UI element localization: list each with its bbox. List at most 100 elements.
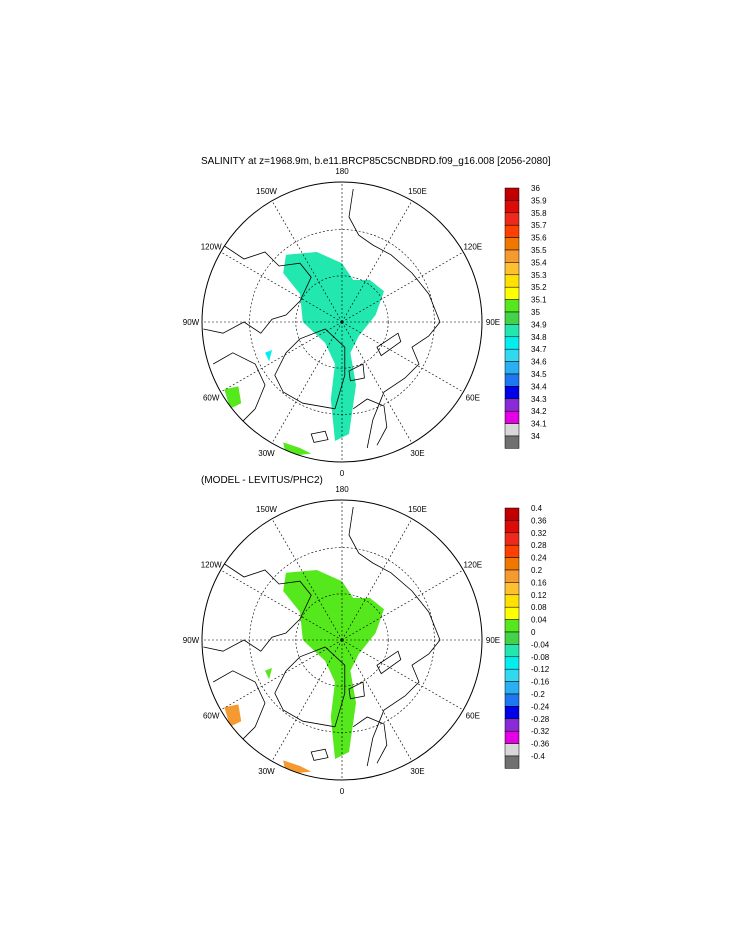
meridian-line bbox=[220, 251, 343, 323]
colorbar-label: 0.24 bbox=[531, 554, 547, 563]
colorbar-swatch bbox=[504, 187, 520, 201]
colorbar-swatch bbox=[504, 237, 520, 251]
meridian-line bbox=[271, 200, 343, 323]
colorbar-label: 0.2 bbox=[531, 566, 543, 575]
meridian-line bbox=[341, 569, 464, 641]
lon-label: 30E bbox=[410, 767, 424, 776]
polar-map-panel-1: 180 150E 120E 90E 60E 30E 0 30W 60W 90W 120W 150W 36… bbox=[183, 167, 547, 478]
colorbar-swatch bbox=[504, 200, 520, 214]
colorbar-swatch bbox=[504, 668, 520, 682]
colorbar-label: -0.28 bbox=[531, 715, 550, 724]
meridian-line bbox=[341, 321, 464, 393]
colorbar-swatch bbox=[504, 606, 520, 620]
field-arctic-basin bbox=[283, 570, 384, 759]
coastline bbox=[213, 352, 266, 424]
colorbar-label: 35.2 bbox=[531, 283, 547, 292]
colorbar-swatch bbox=[504, 398, 520, 412]
colorbar-label: 0 bbox=[531, 628, 536, 637]
meridian-line bbox=[341, 639, 464, 711]
colorbar-swatch bbox=[504, 656, 520, 670]
panel-2-title: (MODEL - LEVITUS/PHC2) bbox=[201, 475, 323, 486]
colorbar-swatch bbox=[504, 386, 520, 400]
map-boundary bbox=[201, 499, 483, 781]
colorbar-swatch bbox=[504, 348, 520, 362]
lon-label: 60E bbox=[466, 394, 480, 403]
meridian-line bbox=[341, 251, 464, 323]
meridian-line bbox=[271, 639, 343, 762]
meridian-line bbox=[220, 569, 343, 641]
field-arctic-basin bbox=[283, 252, 384, 441]
map-boundary bbox=[201, 181, 483, 463]
coastline bbox=[310, 430, 329, 443]
colorbar-label: 0.16 bbox=[531, 578, 547, 587]
colorbar-label: 0.08 bbox=[531, 603, 547, 612]
coastline bbox=[376, 650, 402, 675]
lon-label: 90W bbox=[183, 318, 200, 327]
colorbar-label: 0.04 bbox=[531, 616, 547, 625]
colorbar-swatch bbox=[504, 706, 520, 720]
colorbar-label: 36 bbox=[531, 184, 540, 193]
colorbar-swatch bbox=[504, 507, 520, 521]
latitude-circle bbox=[295, 275, 389, 369]
colorbar-swatch bbox=[504, 311, 520, 325]
colorbar-label: -0.04 bbox=[531, 640, 550, 649]
colorbar-swatch bbox=[504, 730, 520, 744]
colorbar-label: 35.5 bbox=[531, 246, 547, 255]
colorbar-label: 34.7 bbox=[531, 345, 547, 354]
colorbar-swatch bbox=[504, 336, 520, 350]
colorbar-swatch bbox=[504, 532, 520, 546]
lon-label: 0 bbox=[340, 469, 345, 478]
lon-label: 150E bbox=[408, 505, 427, 514]
lon-label: 150W bbox=[256, 187, 277, 196]
colorbar-label: 0.4 bbox=[531, 504, 543, 513]
colorbar-swatch bbox=[504, 286, 520, 300]
meridian-line bbox=[341, 518, 413, 641]
colorbar-label: 35.9 bbox=[531, 196, 547, 205]
colorbar-swatch bbox=[504, 361, 520, 375]
field-baffin-patch bbox=[265, 668, 272, 680]
colorbar-swatch bbox=[504, 755, 520, 769]
field-labrador-sea bbox=[224, 704, 242, 727]
lon-label: 150W bbox=[256, 505, 277, 514]
colorbar-label: 34.5 bbox=[531, 370, 547, 379]
colorbar-label: 0.12 bbox=[531, 591, 547, 600]
colorbar-label: -0.24 bbox=[531, 702, 550, 711]
coastline bbox=[348, 681, 365, 700]
coastline bbox=[348, 363, 365, 382]
polar-map-panel-2: 180 150E 120E 90E 60E 30E 0 30W 60W 90W 120W 150W 0.… bbox=[183, 485, 550, 796]
coastline bbox=[310, 748, 329, 761]
colorbar-swatch bbox=[504, 557, 520, 571]
colorbar-swatch bbox=[504, 249, 520, 263]
colorbar-label: 34.4 bbox=[531, 382, 547, 391]
colorbar-swatch bbox=[504, 569, 520, 583]
colorbar-1: 36 35.9 35.8 35.7 35.6 35.5 35.4 35.3 35.2 35.1 35… bbox=[504, 184, 547, 449]
colorbar-label: -0.2 bbox=[531, 690, 545, 699]
colorbar-label: -0.12 bbox=[531, 665, 550, 674]
colorbar-swatch bbox=[504, 594, 520, 608]
lon-label: 60E bbox=[466, 712, 480, 721]
colorbar-swatch bbox=[504, 410, 520, 424]
colorbar-label: 35.1 bbox=[531, 296, 547, 305]
field-labrador-sea bbox=[224, 386, 242, 409]
colorbar-label: 34.6 bbox=[531, 358, 547, 367]
lon-label: 120E bbox=[463, 561, 482, 570]
colorbar-label: 34 bbox=[531, 432, 540, 441]
colorbar-swatch bbox=[504, 718, 520, 732]
lon-label: 90E bbox=[486, 318, 500, 327]
meridian-line bbox=[341, 200, 413, 323]
colorbar-swatch bbox=[504, 644, 520, 658]
colorbar-swatch bbox=[504, 435, 520, 449]
lon-label: 180 bbox=[335, 167, 349, 176]
lon-label: 60W bbox=[203, 394, 220, 403]
colorbar-label: 35.3 bbox=[531, 271, 547, 280]
colorbar-swatch bbox=[504, 262, 520, 276]
coastline bbox=[376, 332, 402, 357]
colorbar-swatch bbox=[504, 324, 520, 338]
lon-label: 90W bbox=[183, 636, 200, 645]
colorbar-label: -0.32 bbox=[531, 727, 550, 736]
lon-label: 30W bbox=[258, 767, 275, 776]
colorbar-label: 35.4 bbox=[531, 258, 547, 267]
colorbar-swatch bbox=[504, 544, 520, 558]
colorbar-label: 0.36 bbox=[531, 516, 547, 525]
